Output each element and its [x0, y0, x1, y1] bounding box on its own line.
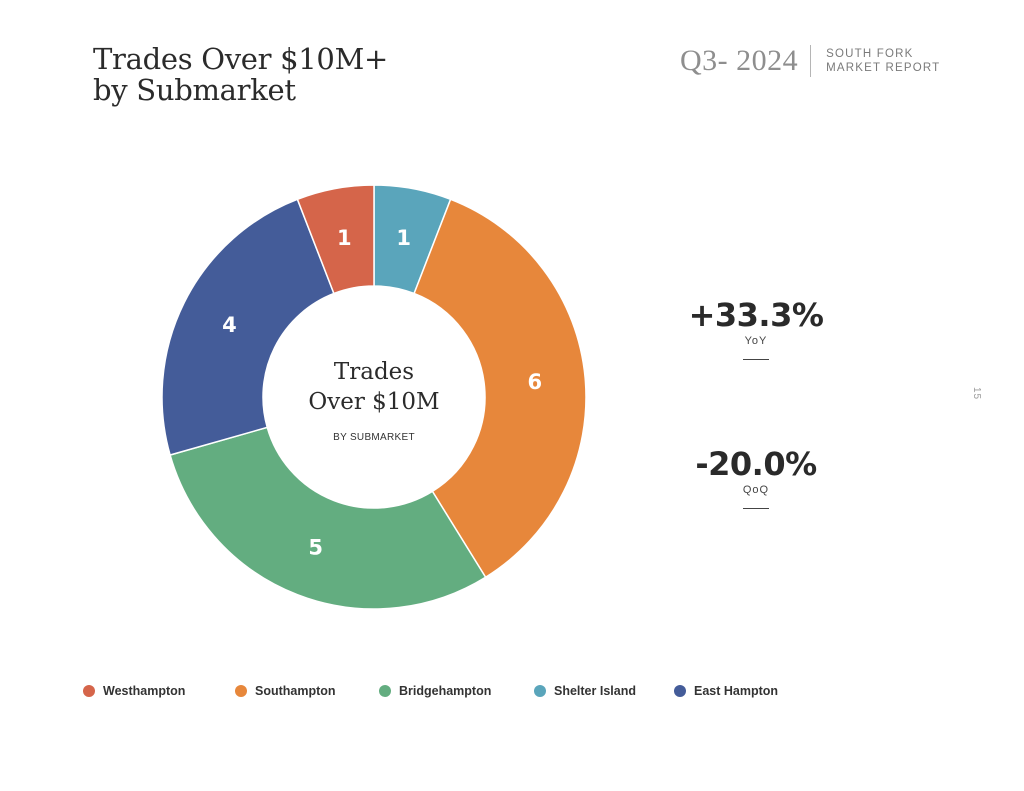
slice-east-hampton — [161, 198, 335, 456]
legend-label: East Hampton — [694, 684, 779, 698]
legend-dot — [379, 685, 391, 697]
legend-label: Shelter Island — [554, 684, 636, 698]
legend-label: Westhampton — [103, 684, 186, 698]
chart-legend: Westhampton Southampton Bridgehampton Shelt… — [0, 684, 1024, 700]
page-title: Trades Over $10M+ by Submarket — [93, 44, 388, 106]
legend-dot — [83, 685, 95, 697]
legend-item-westhampton: Westhampton — [83, 684, 185, 698]
title-line-2: by Submarket — [93, 73, 296, 107]
report-header: Q3- 2024 SOUTH FORK MARKET REPORT — [680, 44, 940, 78]
qoq-label: QoQ — [742, 484, 770, 496]
legend-item-bridgehampton: Bridgehampton — [379, 684, 491, 698]
slice-label-bridgehampton: 5 — [308, 536, 323, 560]
slice-label-shelter-island: 1 — [396, 226, 411, 250]
yoy-stat: +33.3% YoY — [676, 296, 836, 360]
quarter-label: Q3- 2024 — [680, 44, 799, 77]
legend-dot — [674, 685, 686, 697]
report-line-2: MARKET REPORT — [826, 62, 941, 74]
yoy-label: YoY — [744, 335, 768, 347]
donut-center-title: Trades Over $10M — [274, 357, 474, 417]
qoq-value: -20.0% — [695, 445, 817, 483]
legend-item-east-hampton: East Hampton — [674, 684, 778, 698]
slice-southampton — [413, 198, 587, 579]
center-line-2: Over $10M — [308, 389, 440, 415]
legend-dot — [235, 685, 247, 697]
slice-bridgehampton — [169, 426, 487, 610]
slice-westhampton — [296, 184, 375, 295]
legend-label: Bridgehampton — [399, 684, 492, 698]
yoy-rule — [743, 359, 769, 360]
center-line-1: Trades — [333, 359, 415, 385]
donut-center-subtitle: BY SUBMARKET — [333, 432, 415, 443]
legend-label: Southampton — [255, 684, 336, 698]
report-name: SOUTH FORK MARKET REPORT — [826, 47, 940, 75]
legend-dot — [534, 685, 546, 697]
yoy-value: +33.3% — [688, 296, 824, 334]
header-divider — [810, 45, 812, 77]
report-line-1: SOUTH FORK — [826, 48, 914, 60]
slice-label-southampton: 6 — [527, 370, 542, 394]
title-line-1: Trades Over $10M+ — [93, 42, 388, 76]
qoq-stat: -20.0% QoQ — [676, 445, 836, 509]
legend-item-southampton: Southampton — [235, 684, 336, 698]
slice-label-westhampton: 1 — [337, 226, 352, 250]
qoq-rule — [743, 508, 769, 509]
legend-item-shelter-island: Shelter Island — [534, 684, 636, 698]
slice-label-east-hampton: 4 — [222, 313, 237, 337]
